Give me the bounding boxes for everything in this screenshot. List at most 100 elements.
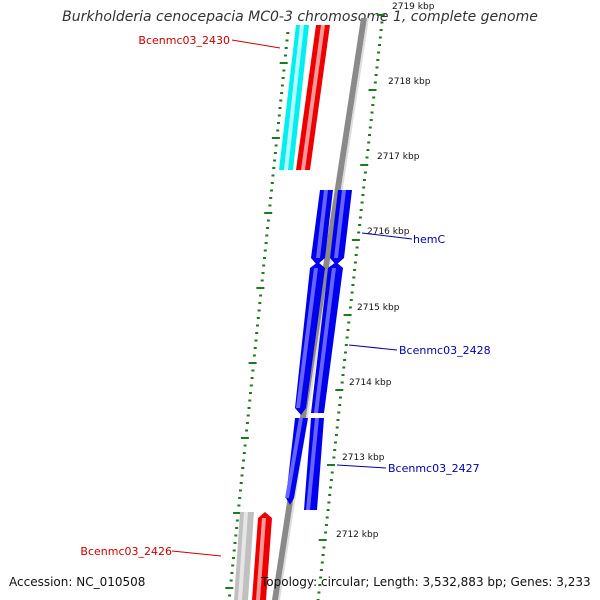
inner-minor-tick xyxy=(241,467,245,469)
inner-minor-tick xyxy=(284,54,287,57)
inner-minor-tick xyxy=(266,227,270,229)
ruler-minor-tick xyxy=(362,186,366,189)
inner-minor-tick xyxy=(270,189,273,192)
inner-minor-tick xyxy=(238,497,242,499)
inner-minor-tick xyxy=(261,272,265,274)
inner-minor-tick xyxy=(240,474,244,477)
inner-minor-tick xyxy=(278,107,282,109)
inner-minor-tick xyxy=(232,549,236,552)
ruler-minor-tick xyxy=(324,531,328,534)
gene-label-bcenmc03-2428[interactable]: Bcenmc03_2428 xyxy=(399,344,491,357)
gene-label-hemc[interactable]: hemC xyxy=(413,233,445,246)
ruler-minor-tick xyxy=(336,419,340,421)
tick-label-2719: 2719 kbp xyxy=(392,2,435,12)
inner-minor-tick xyxy=(262,264,266,267)
ruler-major-tick xyxy=(343,314,352,316)
gene-label-bcenmc03-2427[interactable]: Bcenmc03_2427 xyxy=(388,462,480,475)
tick-label-2716: 2716 kbp xyxy=(367,227,410,237)
inner-minor-tick xyxy=(247,407,251,409)
inner-minor-tick xyxy=(234,534,238,537)
ruler-minor-tick xyxy=(345,336,349,339)
tick-label-2713: 2713 kbp xyxy=(342,453,385,463)
inner-minor-tick xyxy=(281,77,285,79)
inner-major-tick xyxy=(233,512,242,514)
ruler-minor-tick xyxy=(358,216,362,219)
inner-minor-tick xyxy=(248,399,252,402)
ruler-minor-tick xyxy=(329,486,332,489)
ruler-minor-tick xyxy=(342,366,346,369)
tick-label-2715: 2715 kbp xyxy=(357,303,400,313)
inner-minor-tick xyxy=(282,69,286,72)
gene-feature-bcenmc03-2427[interactable] xyxy=(285,418,324,510)
ruler-minor-tick xyxy=(334,441,337,444)
inner-minor-tick xyxy=(256,317,260,319)
ruler-major-tick xyxy=(368,89,377,91)
inner-minor-tick xyxy=(253,347,257,349)
inner-minor-tick xyxy=(229,579,233,582)
ruler-major-tick xyxy=(318,539,327,541)
ruler-minor-tick xyxy=(337,411,341,414)
inner-minor-tick xyxy=(252,354,256,357)
ruler-major-tick xyxy=(327,464,335,466)
gene-label-bcenmc03-2430[interactable]: Bcenmc03_2430 xyxy=(138,34,230,47)
ruler-minor-tick xyxy=(368,126,372,129)
inner-minor-tick xyxy=(254,339,258,342)
inner-minor-tick xyxy=(230,572,234,574)
inner-minor-tick xyxy=(235,527,239,529)
ruler-minor-tick xyxy=(355,246,359,249)
inner-minor-tick xyxy=(268,204,272,207)
ruler-minor-tick xyxy=(340,381,344,384)
ruler-minor-tick xyxy=(332,456,336,459)
ruler-minor-tick xyxy=(320,561,324,564)
gene-feature-bcenmc03-2430[interactable] xyxy=(279,25,330,170)
ruler-minor-tick xyxy=(370,111,374,114)
ruler-minor-tick xyxy=(330,471,334,474)
ruler-minor-tick xyxy=(365,156,369,159)
ruler-minor-tick xyxy=(349,299,353,301)
ruler-minor-tick xyxy=(321,554,325,556)
inner-minor-tick xyxy=(265,234,269,237)
gene-feature-bcenmc03-2426[interactable] xyxy=(234,512,272,600)
inner-minor-tick xyxy=(237,504,241,507)
gene-feature-bcenmc03-2428[interactable] xyxy=(295,262,343,415)
inner-minor-tick xyxy=(235,519,239,522)
ruler-minor-tick xyxy=(335,426,339,429)
inner-major-tick xyxy=(240,437,249,439)
ruler-minor-tick xyxy=(368,134,371,136)
ruler-minor-tick xyxy=(366,149,370,151)
ruler-minor-tick xyxy=(380,21,384,24)
tick-label-2718: 2718 kbp xyxy=(388,77,431,87)
topology-text: Topology: circular; Length: 3,532,883 bp… xyxy=(261,575,591,589)
ruler-minor-tick xyxy=(348,306,352,309)
ruler-minor-tick xyxy=(346,329,350,331)
inner-minor-tick xyxy=(231,564,235,567)
inner-minor-tick xyxy=(270,182,274,184)
gene-label-bcenmc03-2426[interactable]: Bcenmc03_2426 xyxy=(80,545,172,558)
ruler-minor-tick xyxy=(344,344,348,346)
inner-minor-tick xyxy=(285,39,289,42)
map-title: Burkholderia cenocepacia MC0-3 chromosom… xyxy=(62,9,538,25)
ruler-minor-tick xyxy=(324,524,328,526)
inner-minor-tick xyxy=(239,482,243,484)
gene-label-leaders xyxy=(171,39,413,557)
inner-minor-tick xyxy=(271,174,275,177)
ruler-minor-tick xyxy=(369,119,373,121)
ruler-minor-tick xyxy=(350,291,354,294)
inner-minor-tick xyxy=(259,294,263,297)
inner-major-tick xyxy=(225,587,234,589)
ruler-minor-tick xyxy=(357,231,361,234)
ruler-minor-tick xyxy=(373,81,377,84)
inner-major-tick xyxy=(279,62,288,64)
inner-minor-tick xyxy=(245,429,249,432)
inner-minor-tick xyxy=(286,32,290,34)
ruler-minor-tick xyxy=(359,209,363,211)
inner-major-tick xyxy=(248,362,257,364)
backbone-track xyxy=(272,18,369,600)
ruler-minor-tick xyxy=(318,584,322,586)
inner-minor-tick xyxy=(246,414,250,417)
ruler-major-tick xyxy=(335,389,344,391)
gene-feature-hemc[interactable] xyxy=(311,190,352,265)
ruler-minor-tick xyxy=(325,516,329,519)
ruler-minor-tick xyxy=(379,29,383,31)
